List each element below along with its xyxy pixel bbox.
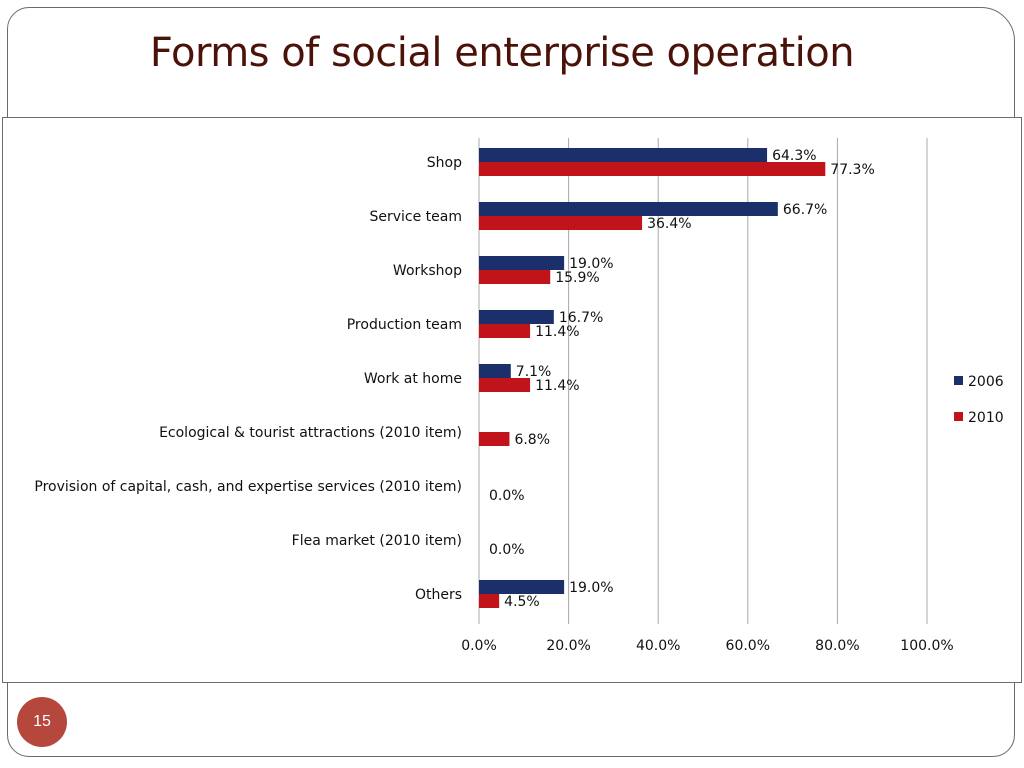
- legend-label-2010: 2010: [968, 410, 1004, 426]
- category-label: Shop: [427, 155, 462, 171]
- x-tick-label: 0.0%: [461, 638, 497, 654]
- bar-chart: 0.0% 20.0% 40.0% 60.0% 80.0% 100.0% Shop 64.3% 7…: [34, 138, 1004, 654]
- category-label: Workshop: [393, 263, 462, 279]
- x-tick-label: 60.0%: [726, 638, 770, 654]
- bar-2010: [479, 216, 643, 230]
- bar-2006: [479, 310, 554, 324]
- data-label-2010: 36.4%: [647, 216, 691, 232]
- category-label: Provision of capital, cash, and expertis…: [34, 479, 462, 495]
- page-number-badge: 15: [17, 697, 67, 747]
- bar-2010: [479, 594, 500, 608]
- slide-title: Forms of social enterprise operation: [149, 30, 855, 76]
- legend-label-2006: 2006: [968, 374, 1004, 390]
- data-label-2010: 11.4%: [535, 324, 579, 340]
- bar-2010: [479, 162, 826, 176]
- data-label-2010: 15.9%: [555, 270, 599, 286]
- category-label: Ecological & tourist attractions (2010 i…: [159, 425, 462, 441]
- category-label: Flea market (2010 item): [292, 533, 462, 549]
- data-label-2006: 64.3%: [772, 148, 816, 164]
- category-label: Production team: [347, 317, 462, 333]
- data-label-2006: 19.0%: [569, 256, 613, 272]
- x-tick-label: 80.0%: [815, 638, 859, 654]
- category-label: Others: [415, 587, 462, 603]
- data-label-2010: 0.0%: [489, 488, 525, 504]
- data-label-2006: 66.7%: [783, 202, 827, 218]
- bar-2006: [479, 202, 778, 216]
- data-label-2010: 4.5%: [504, 594, 540, 610]
- bar-2006: [479, 364, 511, 378]
- data-label-2010: 0.0%: [489, 542, 525, 558]
- bar-2010: [479, 432, 510, 446]
- bar-2006: [479, 148, 768, 162]
- chart-panel: 0.0% 20.0% 40.0% 60.0% 80.0% 100.0% Shop 64.3% 7…: [2, 117, 1022, 683]
- x-tick-label: 20.0%: [546, 638, 590, 654]
- category-label: Service team: [369, 209, 462, 225]
- bar-2006: [479, 580, 565, 594]
- data-label-2006: 7.1%: [516, 364, 552, 380]
- data-label-2010: 6.8%: [514, 432, 550, 448]
- bar-2010: [479, 378, 531, 392]
- x-tick-label: 40.0%: [636, 638, 680, 654]
- legend-swatch-2006: [954, 376, 963, 385]
- bar-2010: [479, 324, 531, 338]
- category-label: Work at home: [364, 371, 462, 387]
- x-tick-label: 100.0%: [900, 638, 953, 654]
- data-label-2006: 19.0%: [569, 580, 613, 596]
- data-label-2010: 77.3%: [830, 162, 874, 178]
- bar-2010: [479, 270, 551, 284]
- legend-swatch-2010: [954, 412, 963, 421]
- data-label-2010: 11.4%: [535, 378, 579, 394]
- bar-2006: [479, 256, 565, 270]
- data-label-2006: 16.7%: [559, 310, 603, 326]
